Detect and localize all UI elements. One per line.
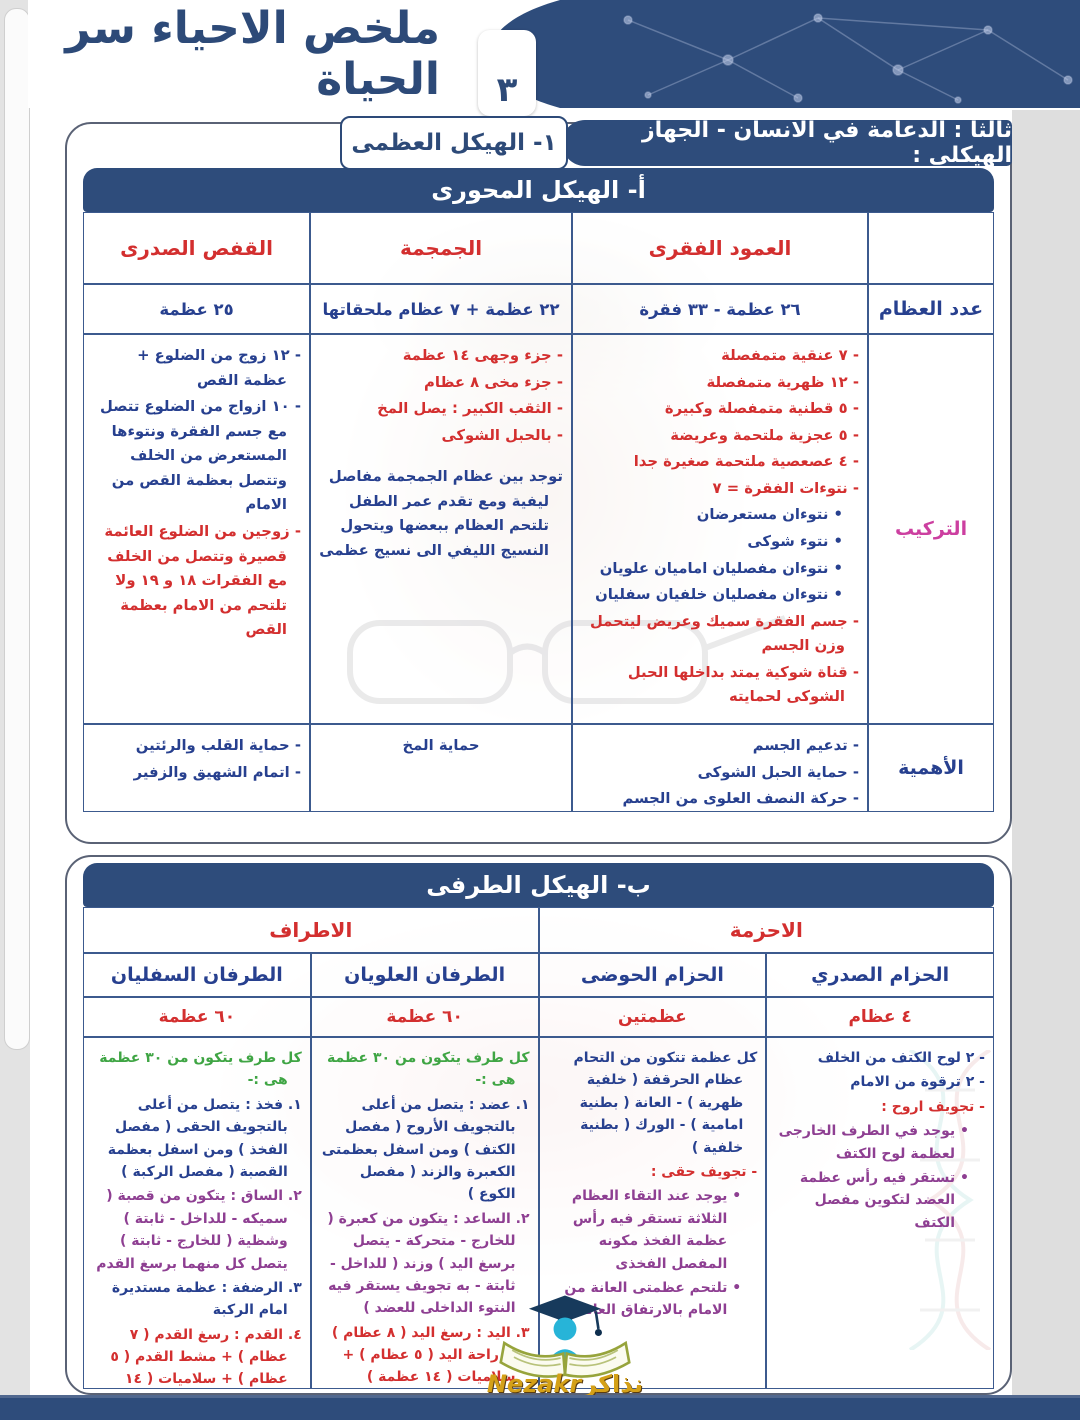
list-item: - تدعيم الجسم	[752, 737, 859, 754]
skull-structure-list: - جزء وجهى ١٤ عظمة - جزء مخى ٨ عظام - الثق…	[310, 334, 572, 724]
spine-structure-list: - ٧ عنقية متمفصلة - ١٢ ظهرية متمفصلة - ٥ ق…	[572, 334, 868, 724]
nezakr-logo: Nezakr نذاكر	[470, 1292, 660, 1398]
list-item: - ١٢ زوج من الضلوع + عظمة القص	[137, 347, 301, 389]
section-title: ثالثاً : الدعامة في الانسان - الجهاز اله…	[562, 118, 1012, 168]
list-item: ٢. الساق : يتكون من قصبة ( سميكه - للداخ…	[96, 1188, 302, 1272]
skull-bone-count: ٢٢ عظمة + ٧ عظام ملحقاتها	[310, 284, 572, 334]
page-number: ٣	[496, 70, 518, 110]
pectoral-girdle-count: ٤ عظام	[766, 997, 994, 1037]
list-item: - اتمام الشهيق والزفير	[133, 763, 301, 781]
pelvic-girdle-details: كل عظمة تتكون من التحام عظام الحرقفة ( خ…	[538, 1037, 767, 1389]
list-item: • نتوءان مستعرضان	[696, 506, 843, 524]
page-title: ملخص الاحياء سر الحياة	[65, 3, 441, 105]
spine-importance-list: - تدعيم الجسم - حماية الحبل الشوكى - حركة …	[572, 724, 868, 812]
list-item: - ٤ عصعصية ملتحمة صغيرة جدا	[633, 453, 859, 471]
upper-limbs-count: ٦٠ عظمة	[310, 997, 539, 1037]
list-item: - ٥ قطنية متمفصلة وكبيرة	[664, 400, 859, 418]
column-header-skull: الجمجمة	[310, 212, 572, 284]
list-item: - جزء وجهى ١٤ عظمة	[402, 347, 563, 364]
list-item: - حماية الحبل الشوكى	[697, 763, 859, 781]
list-item: • نتوءان مفصليان خلفيان سفليان	[595, 586, 843, 604]
list-item: - ١٢ ظهرية متمفصلة	[706, 373, 859, 391]
list-item: - تجويف حقى :	[650, 1163, 758, 1180]
header-banner: ملخص الاحياء سر الحياة	[28, 0, 1080, 108]
appendicular-skeleton-panel: ب- الهيكل الطرفى الاحزمة الاطراف الحزام …	[65, 855, 1012, 1395]
bottom-blue-strip	[0, 1395, 1080, 1420]
appendicular-table-title: ب- الهيكل الطرفى	[83, 863, 994, 907]
group-header-limbs: الاطراف	[83, 907, 539, 953]
corner-cell	[868, 212, 994, 284]
nezakr-logo-icon	[499, 1295, 631, 1378]
list-item: - نتوءات الفقرة = ٧	[712, 479, 859, 497]
list-item: - بالحبل الشوكى	[441, 426, 563, 444]
column-header-pectoral-girdle: الحزام الصدري	[766, 953, 994, 997]
list-item: ٣. اليد : رسغ اليد ( ٨ عظام ) + راحة الي…	[331, 1324, 530, 1386]
list-item: ٢. الساعد : يتكون من كعبرة ( للخارج - مت…	[327, 1210, 530, 1317]
row-label-structure: التركيب	[868, 334, 994, 724]
lower-limbs-count: ٦٠ عظمة	[83, 997, 311, 1037]
column-header-upper-limbs: الطرفان العلويان	[310, 953, 539, 997]
group-header-girdles: الاحزمة	[538, 907, 994, 953]
list-item: • نتوءان مفصليان اماميان علويان	[599, 559, 843, 577]
list-item: - حركة النصف العلوى من الجسم	[622, 790, 859, 808]
list-item: - تجويف اروح :	[881, 1098, 985, 1115]
left-paper-edge	[4, 8, 30, 1050]
list-item: • يوجد عند التقاء العظام الثلاثة تستقر ف…	[571, 1188, 742, 1272]
list-item: حماية المخ	[402, 737, 480, 754]
nezakr-logo-text: Nezakr نذاكر	[470, 1370, 660, 1398]
list-item: ١. فخذ : يتصل من أعلى بالتجويف الحقى ( م…	[107, 1096, 302, 1180]
upper-limbs-details: كل طرف يتكون من ٣٠ عظمة هى :- ١. عضد : يت…	[310, 1037, 539, 1389]
skull-importance-list: حماية المخ	[310, 724, 572, 812]
list-item: - ٥ عجزية ملتحمة وعريضة	[670, 426, 859, 444]
list-item: • تلتحم عظمتى العانة من الامام بالارتفاق…	[564, 1279, 742, 1319]
banner-graphic	[469, 0, 1080, 108]
lower-limbs-details: كل طرف يتكون من ٣٠ عظمة هى :- ١. فخذ : يت…	[83, 1037, 311, 1389]
list-item: ٣. الرضفة : عظمة مستديرة امام الركبة	[111, 1279, 302, 1319]
pectoral-girdle-details: - ٢ لوح الكتف من الخلف - ٢ ترقوة من الاما…	[766, 1037, 994, 1389]
column-header-spine: العمود الفقرى	[572, 212, 868, 284]
column-header-lower-limbs: الطرفان السفليان	[83, 953, 311, 997]
list-item: - ٧ عنقية متمفصلة	[721, 347, 859, 364]
left-page-edge	[0, 0, 30, 1420]
list-item: • نتوء شوكى	[747, 532, 843, 550]
ribcage-importance-list: - حماية القلب والرئتين - اتمام الشهيق وال…	[83, 724, 310, 812]
list-item: - جزء مخى ٨ عظام	[424, 373, 563, 391]
axial-table-title: أ- الهيكل المحورى	[83, 168, 994, 212]
axial-skeleton-panel: أ- الهيكل المحورى العمود الفقرى الجمجمة …	[65, 122, 1012, 844]
list-item: كل طرف يتكون من ٣٠ عظمة هى :-	[327, 1050, 530, 1089]
column-header-ribcage: القفص الصدرى	[83, 212, 310, 284]
list-item: - قناة شوكية يمتد بداخلها الحبل الشوكى ل…	[627, 663, 859, 706]
pelvic-girdle-count: عظمتين	[538, 997, 767, 1037]
list-item: ١. عضد : يتصل من أعلى بالتجويف الأروح ( …	[321, 1096, 530, 1203]
spine-bone-count: ٢٦ عظمة - ٣٣ فقرة	[572, 284, 868, 334]
list-item: كل طرف يتكون من ٣٠ عظمة هى :-	[99, 1050, 302, 1089]
ribcage-bone-count: ٢٥ عظمة	[83, 284, 310, 334]
list-item: ٤. القدم : رسغ القدم ( ٧ عظام ) + مشط ال…	[110, 1326, 302, 1388]
appendicular-table: الاحزمة الاطراف الحزام الصدري الحزام الح…	[83, 907, 994, 1389]
list-item: - حماية القلب والرئتين	[135, 737, 301, 754]
list-item: كل عظمة تتكون من التحام عظام الحرقفة ( خ…	[573, 1050, 758, 1156]
right-page-edge	[1012, 110, 1080, 1400]
list-item: - زوجين من الضلوع العائمة قصيرة وتتصل من…	[104, 522, 301, 639]
logo-latin: Nezakr	[486, 1370, 582, 1398]
row-label-importance: الأهمية	[868, 724, 994, 812]
row-label-bone-count: عدد العظام	[868, 284, 994, 334]
list-item: - الثقب الكبير : يصل المخ	[377, 400, 563, 418]
ribcage-structure-list: - ١٢ زوج من الضلوع + عظمة القص - ١٠ ازواج…	[83, 334, 310, 724]
list-item: - ٢ ترقوة من الامام	[850, 1074, 985, 1091]
page-number-tab: ٣	[478, 30, 536, 116]
axial-table: العمود الفقرى الجمجمة القفص الصدرى عدد ا…	[83, 212, 994, 812]
list-item: • يوجد في الطرف الخارجى لعظمة لوح الكتف	[778, 1123, 969, 1162]
section-subtitle: ١- الهيكل العظمى	[340, 116, 568, 170]
list-item: - ١٠ ازواج من الضلوع تتصل مع جسم الفقرة …	[100, 398, 301, 514]
list-item: • تستقر فيه رأس عظمة العضد لتكوين مفصل ا…	[799, 1169, 969, 1231]
list-item: - ٢ لوح الكتف من الخلف	[817, 1050, 985, 1066]
column-header-pelvic-girdle: الحزام الحوضى	[538, 953, 767, 997]
logo-arabic: نذاكر	[583, 1370, 644, 1398]
list-item: توجد بين عظام الجمجمة مفاصل ليفية ومع تق…	[319, 468, 563, 559]
list-item: - جسم الفقرة سميك وعريض ليتحمل وزن الجسم	[589, 612, 859, 655]
